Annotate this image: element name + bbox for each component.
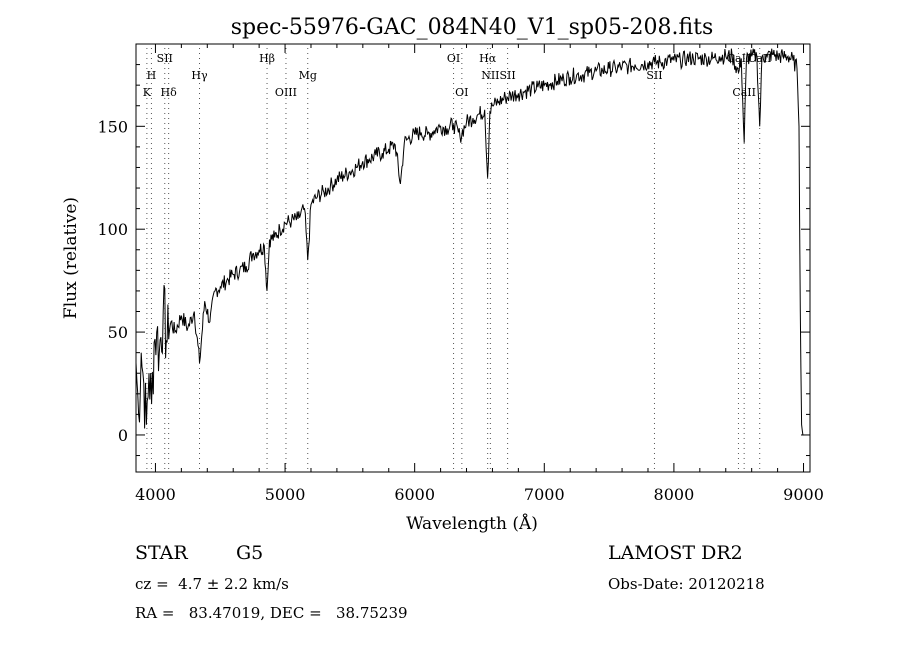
redshift-text: cz = 4.7 ± 2.2 km/s <box>135 575 289 593</box>
line-label: K <box>143 86 152 99</box>
line-label: SII <box>499 69 515 82</box>
object-class: STAR <box>135 542 188 564</box>
line-label: SII <box>646 69 662 82</box>
line-label: Hδ <box>161 86 178 99</box>
x-tick-label: 4000 <box>135 485 176 504</box>
obs-date: Obs-Date: 20120218 <box>608 575 765 593</box>
line-label: OI <box>447 52 460 65</box>
line-markers <box>146 48 761 472</box>
x-tick-labels: 4000 5000 6000 7000 8000 9000 <box>135 485 824 504</box>
plot-frame <box>135 43 811 473</box>
line-label: OI <box>455 86 468 99</box>
survey-name: LAMOST DR2 <box>608 542 743 564</box>
axis-ticks <box>136 44 810 472</box>
line-label: Hβ <box>259 52 275 65</box>
y-tick-labels: 0 50 100 150 <box>97 117 128 445</box>
line-label: CaII <box>732 86 756 99</box>
line-label: NII <box>481 69 499 82</box>
line-label: Hα <box>479 52 497 65</box>
y-tick-label: 0 <box>118 426 128 445</box>
x-axis-label: Wavelength (Å) <box>406 513 538 534</box>
object-subclass: G5 <box>236 542 264 564</box>
line-label: OIII <box>275 86 297 99</box>
y-tick-label: 50 <box>108 323 128 342</box>
x-tick-label: 8000 <box>654 485 695 504</box>
line-label: Mg <box>299 69 317 82</box>
x-tick-label: 7000 <box>524 485 565 504</box>
y-axis-label: Flux (relative) <box>61 197 81 319</box>
line-label: Hγ <box>191 69 208 82</box>
y-tick-label: 100 <box>97 220 128 239</box>
y-tick-label: 150 <box>97 117 128 136</box>
x-tick-label: 5000 <box>265 485 306 504</box>
coordinates-text: RA = 83.47019, DEC = 38.75239 <box>135 604 408 622</box>
x-tick-label: 6000 <box>394 485 435 504</box>
spectrum-line <box>135 48 805 436</box>
line-label: SII <box>157 52 173 65</box>
line-label: H <box>147 69 157 82</box>
chart-title: spec-55976-GAC_084N40_V1_sp05-208.fits <box>231 15 714 40</box>
x-tick-label: 9000 <box>783 485 824 504</box>
